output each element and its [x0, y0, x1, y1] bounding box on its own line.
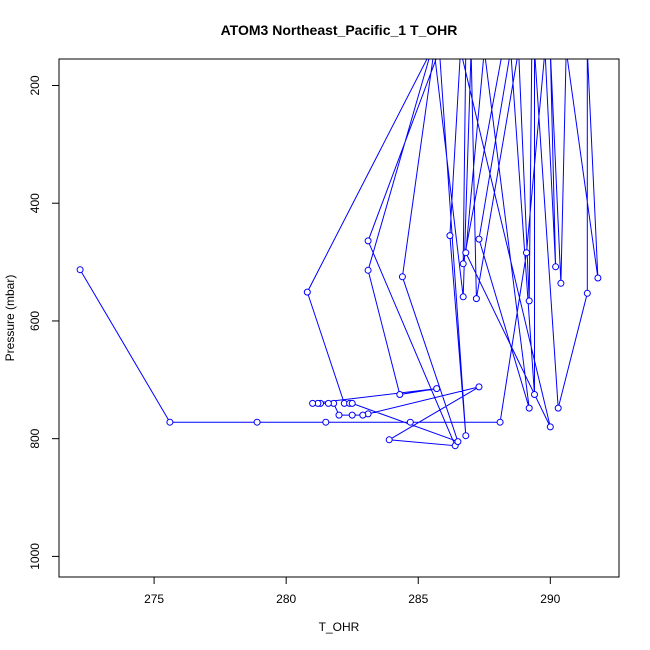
- data-point: [475, 235, 483, 243]
- x-axis-label: T_OHR: [319, 620, 360, 634]
- data-point: [462, 432, 470, 440]
- data-point: [554, 404, 562, 412]
- series-line-0: [79, 59, 599, 447]
- data-point: [531, 391, 538, 398]
- data-point: [406, 418, 414, 426]
- data-point: [348, 411, 356, 419]
- y-tick-label: 600: [28, 311, 42, 331]
- data-point: [76, 266, 84, 274]
- data-point: [459, 293, 467, 301]
- chart-title: ATOM3 Northeast_Pacific_1 T_OHR: [221, 22, 458, 38]
- data-point: [525, 404, 533, 412]
- x-tick-label: 280: [276, 592, 296, 606]
- data-point: [459, 260, 467, 268]
- x-axis: 275 280 285 290: [144, 577, 561, 606]
- y-tick-label: 200: [28, 75, 42, 95]
- data-point: [335, 411, 343, 419]
- data-point: [446, 232, 454, 240]
- y-axis-label: Pressure (mbar): [3, 275, 17, 362]
- y-tick-label: 400: [28, 193, 42, 213]
- data-point: [454, 438, 462, 446]
- data-point: [396, 391, 404, 398]
- data-point: [594, 274, 602, 282]
- data-point: [557, 279, 565, 287]
- data-point: [324, 399, 332, 407]
- data-point: [309, 399, 317, 407]
- data-point: [433, 385, 441, 393]
- y-tick-label: 1000: [28, 543, 42, 570]
- data-point: [385, 436, 393, 444]
- data-point: [462, 249, 470, 257]
- data-point: [552, 263, 560, 271]
- data-point: [322, 418, 330, 426]
- data-point: [253, 418, 261, 426]
- data-point: [583, 289, 591, 297]
- y-tick-label: 800: [28, 428, 42, 448]
- x-tick-label: 275: [144, 592, 164, 606]
- data-point: [364, 266, 372, 274]
- data-point: [475, 383, 483, 391]
- data-point: [166, 418, 174, 426]
- data-point: [303, 288, 311, 296]
- data-point: [523, 249, 530, 257]
- data-point: [472, 295, 480, 303]
- x-tick-label: 285: [408, 592, 428, 606]
- data-point: [496, 418, 504, 426]
- plot-frame: [58, 58, 620, 578]
- y-axis: 200 400 600 800 1000: [28, 75, 59, 570]
- data-point: [348, 399, 356, 407]
- data-point: [546, 423, 554, 431]
- x-tick-label: 290: [540, 592, 560, 606]
- data-point: [398, 273, 406, 281]
- plot-area: [76, 59, 602, 450]
- data-point: [364, 237, 372, 245]
- data-point: [525, 297, 533, 305]
- data-point: [359, 411, 367, 419]
